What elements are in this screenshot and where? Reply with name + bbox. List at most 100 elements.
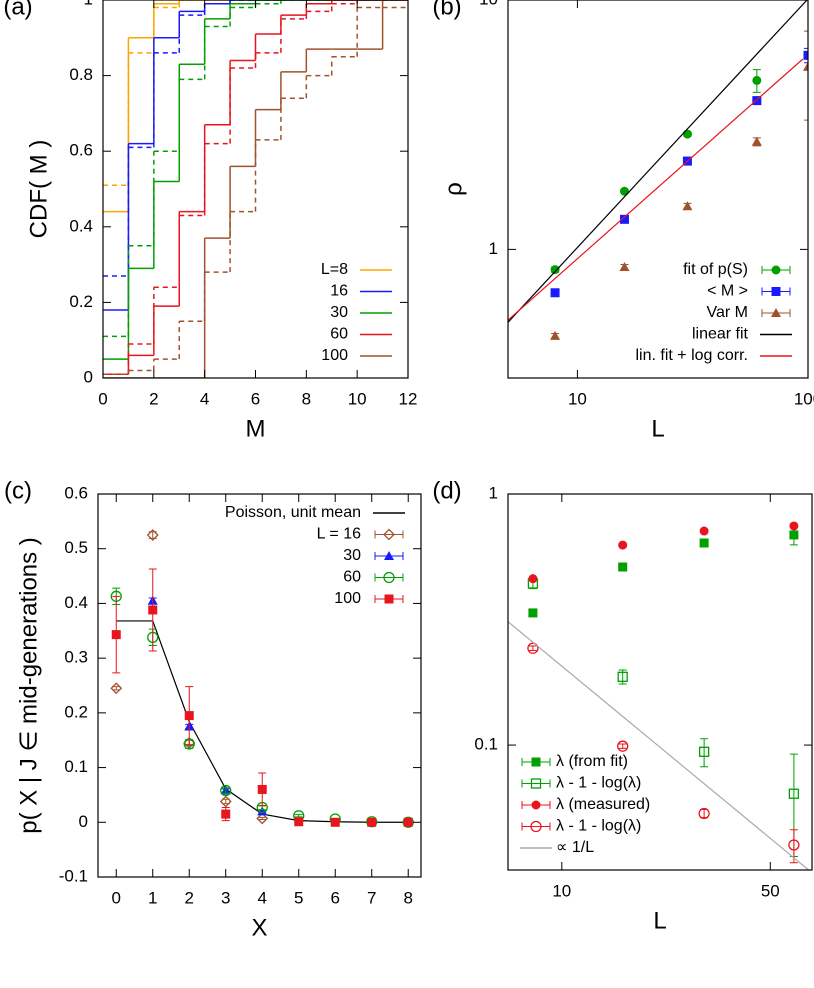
y-tick-label: 0.4 <box>69 216 93 235</box>
marker <box>530 778 542 789</box>
error-bar <box>528 645 537 652</box>
marker <box>698 807 710 820</box>
y-tick-label: 0.4 <box>64 593 88 612</box>
marker <box>771 265 781 275</box>
marker <box>752 75 762 85</box>
x-tick-label: 6 <box>330 888 339 907</box>
legend-label: λ (from fit) <box>556 753 628 770</box>
marker <box>619 261 630 271</box>
x-tick-label: 50 <box>761 881 780 900</box>
legend-label: λ (measured) <box>556 796 650 813</box>
marker <box>550 288 560 298</box>
x-tick-label: 10 <box>348 389 367 408</box>
legend-swatch <box>374 573 404 582</box>
marker <box>148 605 158 615</box>
legend-label: 60 <box>343 569 361 586</box>
marker <box>221 809 231 819</box>
marker <box>527 642 539 654</box>
marker <box>789 521 799 531</box>
legend-label: 60 <box>330 326 348 343</box>
legend-label: linear fit <box>692 326 749 343</box>
marker <box>330 817 340 827</box>
error-bar <box>112 686 121 691</box>
x-tick-label: 2 <box>185 888 194 907</box>
x-tick-label: 6 <box>251 389 260 408</box>
marker <box>367 817 377 827</box>
y-tick-label: 1 <box>489 483 498 502</box>
y-tick-label: 0.8 <box>69 65 93 84</box>
marker <box>788 788 800 799</box>
error-bar <box>700 808 709 819</box>
x-tick-label: 0 <box>112 888 121 907</box>
legend-label: L = 16 <box>317 526 361 543</box>
plot-area <box>103 0 408 378</box>
error-bar <box>804 30 808 121</box>
y-tick-label: 0.3 <box>64 648 88 667</box>
y-tick-label: 0.2 <box>69 292 93 311</box>
plot-area <box>508 0 808 340</box>
error-bar <box>258 816 267 821</box>
plot-frame <box>507 0 809 379</box>
y-tick-label: 0.2 <box>64 702 88 721</box>
y-tick-label: -0.1 <box>59 866 88 885</box>
y-tick-label: 0.1 <box>64 757 88 776</box>
legend-label: Var M <box>707 304 748 321</box>
marker <box>788 839 800 851</box>
panel-label: (d) <box>432 477 461 504</box>
legend-label: Poisson, unit mean <box>225 504 361 521</box>
marker <box>789 530 799 540</box>
plot-frame <box>97 493 422 878</box>
x-tick-label: 4 <box>200 389 209 408</box>
panel-label: (c) <box>4 477 32 504</box>
y-tick-label: 0.1 <box>474 735 498 754</box>
error-bar <box>618 743 627 749</box>
x-tick-label: 4 <box>258 888 267 907</box>
marker <box>699 526 709 536</box>
error-bar <box>804 47 808 64</box>
legend-label: ∝ 1/L <box>556 839 594 856</box>
x-tick-label: 0 <box>98 389 107 408</box>
plot-area <box>110 529 414 828</box>
marker <box>528 608 538 618</box>
marker <box>256 812 269 825</box>
marker <box>384 594 394 604</box>
y-axis-label: p( X | J ∈ mid-generations ) <box>15 537 42 834</box>
marker <box>384 551 394 560</box>
plot-frame <box>507 493 813 871</box>
line <box>508 58 804 321</box>
y-tick-label: 0.6 <box>69 141 93 160</box>
legend-label: 30 <box>343 547 361 564</box>
x-tick-label: 3 <box>221 888 230 907</box>
legend-label: 100 <box>334 590 361 607</box>
marker <box>771 287 781 296</box>
marker <box>682 201 693 211</box>
error-bar <box>221 787 230 794</box>
legend-label: < M > <box>707 283 748 300</box>
marker <box>220 784 232 797</box>
y-tick-label: 0 <box>79 812 88 831</box>
marker <box>550 265 560 275</box>
marker <box>803 50 808 60</box>
x-tick-label: 10 <box>552 881 571 900</box>
legend-label: λ - 1 - log(λ) <box>556 775 641 792</box>
y-tick-label: 1 <box>489 239 498 258</box>
line <box>508 0 808 323</box>
legend-swatch <box>374 530 404 539</box>
marker <box>698 746 710 757</box>
x-tick-label: 1 <box>148 888 157 907</box>
legend-label: 30 <box>330 304 348 321</box>
legend-swatch <box>521 822 551 831</box>
marker <box>257 784 267 794</box>
x-axis-label: L <box>651 415 664 442</box>
x-axis-label: M <box>246 415 266 442</box>
y-tick-label: 10 <box>479 0 498 8</box>
x-tick-label: 2 <box>149 389 158 408</box>
marker <box>699 538 709 548</box>
marker <box>682 129 692 139</box>
x-tick-label: 12 <box>399 389 418 408</box>
marker <box>752 96 762 106</box>
marker <box>403 817 413 827</box>
marker <box>803 61 808 71</box>
error-bar <box>294 814 303 818</box>
